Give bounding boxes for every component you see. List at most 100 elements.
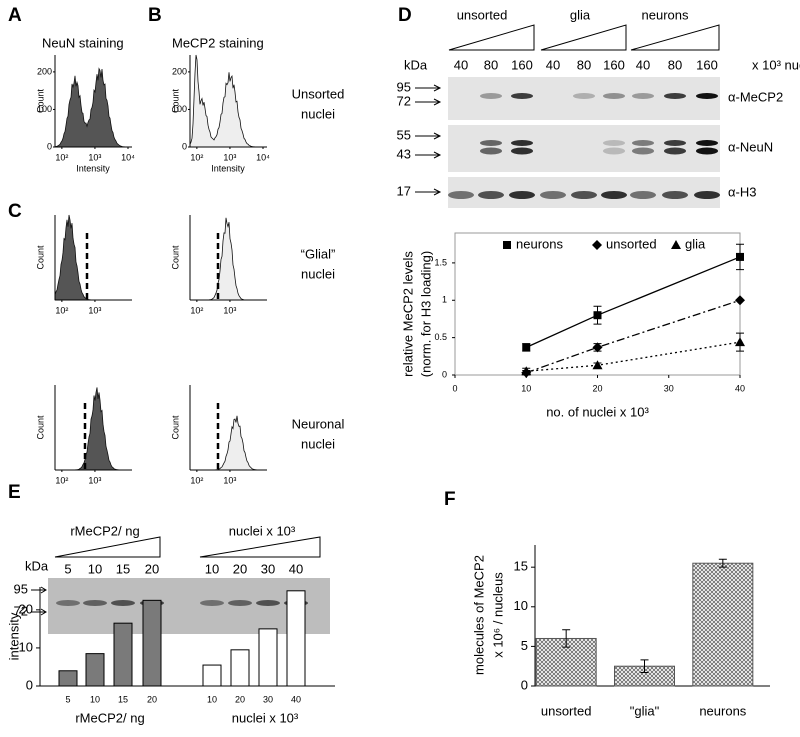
kda-label: kDa [404,57,428,72]
bar [85,653,105,687]
x-tick-label: 15 [118,694,128,704]
histogram [189,54,267,148]
y-axis-label: intensity [6,612,21,660]
band [448,191,474,199]
band [632,93,654,99]
lane-label: 10 [88,561,102,576]
band [603,93,625,99]
y-axis-label: x 10⁶ / nucleus [490,572,505,658]
bar [230,649,250,687]
series-header: nuclei x 10³ [229,523,296,538]
panel-label: D [398,5,412,26]
panel-label: B [148,5,162,26]
marker-label: 72 [14,603,28,618]
lane-label: 15 [116,561,130,576]
x-tick-label: "glia" [630,703,660,718]
band [83,600,107,606]
bar [113,622,133,687]
histogram [54,67,132,148]
band [696,140,718,146]
series-line [526,341,741,372]
panel-label: E [8,482,21,503]
row-label: Unsorted [292,86,345,101]
band [511,140,533,146]
y-axis-label: molecules of MeCP2 [471,555,486,675]
band [632,147,654,155]
wedge [540,24,627,51]
y-tick-label: 100 [37,104,52,114]
row-label: Neuronal [292,416,345,431]
marker [735,295,745,306]
wedge [54,536,161,558]
x-tick-label: unsorted [541,703,592,718]
group-label: neurons [642,7,689,22]
histogram [54,214,132,301]
band [509,191,535,199]
arrow [415,188,442,196]
x-tick-label: 10³ [223,305,236,315]
lane-label: 80 [577,57,591,72]
legend-label: glia [685,236,706,251]
legend-marker [592,240,602,250]
y-tick-label: 5 [521,638,528,653]
legend-label: neurons [516,236,563,251]
x-tick-label: 5 [65,694,70,704]
lane-label: 80 [484,57,498,72]
band [480,147,502,155]
marker [592,342,603,353]
marker [592,360,603,370]
legend-marker [503,241,511,249]
band [478,191,504,199]
lane-label: 10 [205,561,219,576]
band [480,93,502,99]
x-tick-label: neurons [699,703,746,718]
x-tick-label: 40 [735,383,745,393]
x-tick-label: 30 [263,694,273,704]
row-label: “Glial” [301,246,336,261]
marker [522,343,531,352]
marker-label: 95 [397,79,411,94]
y-axis-label: Count [170,415,180,440]
y-tick-label: 20 [19,601,33,616]
antibody-label: α-NeuN [728,139,773,154]
y-axis-label: Count [35,89,45,114]
row-label: nuclei [301,106,335,121]
bar [258,628,278,687]
band [664,147,686,155]
y-tick-label: 100 [172,104,187,114]
y-axis-label: Count [170,89,180,114]
y-tick-label: 0.5 [434,332,447,342]
x-tick-label: 10² [55,305,68,315]
bar [286,590,306,687]
arrow [415,132,442,140]
y-axis-label: Count [35,415,45,440]
y-tick-label: 0 [26,677,33,692]
marker-label: 95 [14,581,28,596]
band [511,147,533,155]
band [603,140,625,146]
x-tick-label: 10³ [88,152,101,162]
y-tick-label: 1 [442,295,447,305]
y-tick-label: 200 [172,66,187,76]
band [694,191,720,199]
histogram [190,415,267,471]
hist-title: NeuN staining [42,35,124,50]
marker-label: 72 [397,93,411,108]
x-tick-label: 10³ [223,152,236,162]
y-tick-label: 0 [442,369,447,379]
x-tick-label: 10² [190,152,203,162]
group-label: unsorted [457,7,508,22]
band [540,191,566,199]
lane-label: 40 [454,57,468,72]
x-tick-label: 10⁴ [121,152,135,162]
marker [521,366,532,376]
band [601,191,627,199]
marker-label: 17 [397,183,411,198]
wedge [448,24,535,51]
group-label: glia [570,7,591,22]
lane-label: 160 [603,57,625,72]
band [511,93,533,99]
band [662,191,688,199]
x-tick-label: 20 [235,694,245,704]
